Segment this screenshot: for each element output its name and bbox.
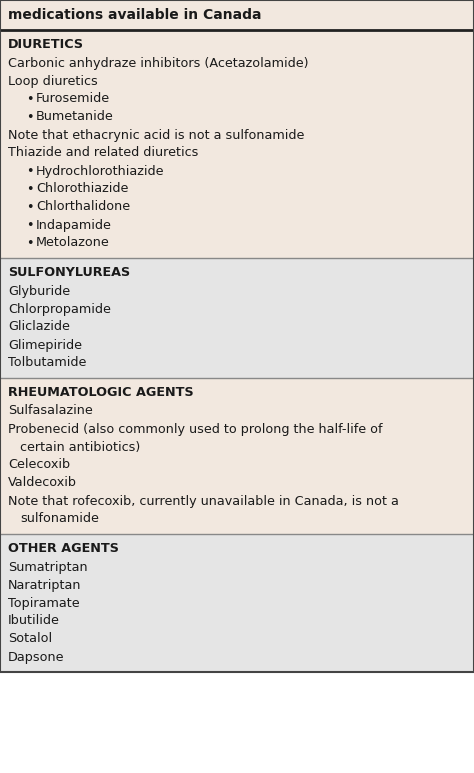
Text: sulfonamide: sulfonamide — [20, 512, 99, 526]
Text: Gliclazide: Gliclazide — [8, 321, 70, 333]
Text: Celecoxib: Celecoxib — [8, 458, 70, 472]
Text: medications available in Canada: medications available in Canada — [8, 8, 262, 22]
Text: Bumetanide: Bumetanide — [36, 111, 114, 124]
Text: Sumatriptan: Sumatriptan — [8, 560, 88, 574]
Text: Topiramate: Topiramate — [8, 597, 80, 609]
Text: •: • — [26, 111, 34, 124]
Text: Hydrochlorothiazide: Hydrochlorothiazide — [36, 165, 164, 178]
Text: Note that ethacrynic acid is not a sulfonamide: Note that ethacrynic acid is not a sulfo… — [8, 128, 304, 141]
Text: Loop diuretics: Loop diuretics — [8, 74, 98, 87]
Text: Chlorpropamide: Chlorpropamide — [8, 302, 111, 315]
Text: •: • — [26, 237, 34, 250]
Bar — [0, 258, 474, 378]
Text: •: • — [26, 165, 34, 178]
Text: Chlorthalidone: Chlorthalidone — [36, 200, 130, 213]
Text: Sotalol: Sotalol — [8, 632, 52, 645]
Text: Chlorothiazide: Chlorothiazide — [36, 182, 128, 196]
Text: Furosemide: Furosemide — [36, 93, 110, 105]
Text: Valdecoxib: Valdecoxib — [8, 476, 77, 489]
Text: Carbonic anhydraze inhibitors (Acetazolamide): Carbonic anhydraze inhibitors (Acetazola… — [8, 56, 309, 70]
Text: Ibutilide: Ibutilide — [8, 615, 60, 628]
Text: •: • — [26, 182, 34, 196]
Text: Sulfasalazine: Sulfasalazine — [8, 404, 93, 417]
Text: Glyburide: Glyburide — [8, 284, 70, 298]
Text: certain antibiotics): certain antibiotics) — [20, 441, 140, 454]
Text: Glimepiride: Glimepiride — [8, 339, 82, 352]
Text: Tolbutamide: Tolbutamide — [8, 356, 86, 369]
Text: Note that rofecoxib, currently unavailable in Canada, is not a: Note that rofecoxib, currently unavailab… — [8, 495, 399, 508]
Text: Naratriptan: Naratriptan — [8, 578, 82, 591]
Text: OTHER AGENTS: OTHER AGENTS — [8, 542, 119, 554]
Text: DIURETICS: DIURETICS — [8, 38, 84, 50]
Bar — [0, 30, 474, 258]
Text: Probenecid (also commonly used to prolong the half-life of: Probenecid (also commonly used to prolon… — [8, 423, 383, 435]
Text: Dapsone: Dapsone — [8, 651, 64, 663]
Text: RHEUMATOLOGIC AGENTS: RHEUMATOLOGIC AGENTS — [8, 386, 193, 399]
Bar — [0, 378, 474, 534]
Text: Thiazide and related diuretics: Thiazide and related diuretics — [8, 147, 199, 159]
Bar — [0, 0, 474, 30]
Text: Indapamide: Indapamide — [36, 219, 112, 231]
Text: •: • — [26, 200, 34, 213]
Text: Metolazone: Metolazone — [36, 237, 110, 250]
Text: •: • — [26, 219, 34, 231]
Text: •: • — [26, 93, 34, 105]
Bar — [0, 534, 474, 672]
Text: SULFONYLUREAS: SULFONYLUREAS — [8, 265, 130, 278]
